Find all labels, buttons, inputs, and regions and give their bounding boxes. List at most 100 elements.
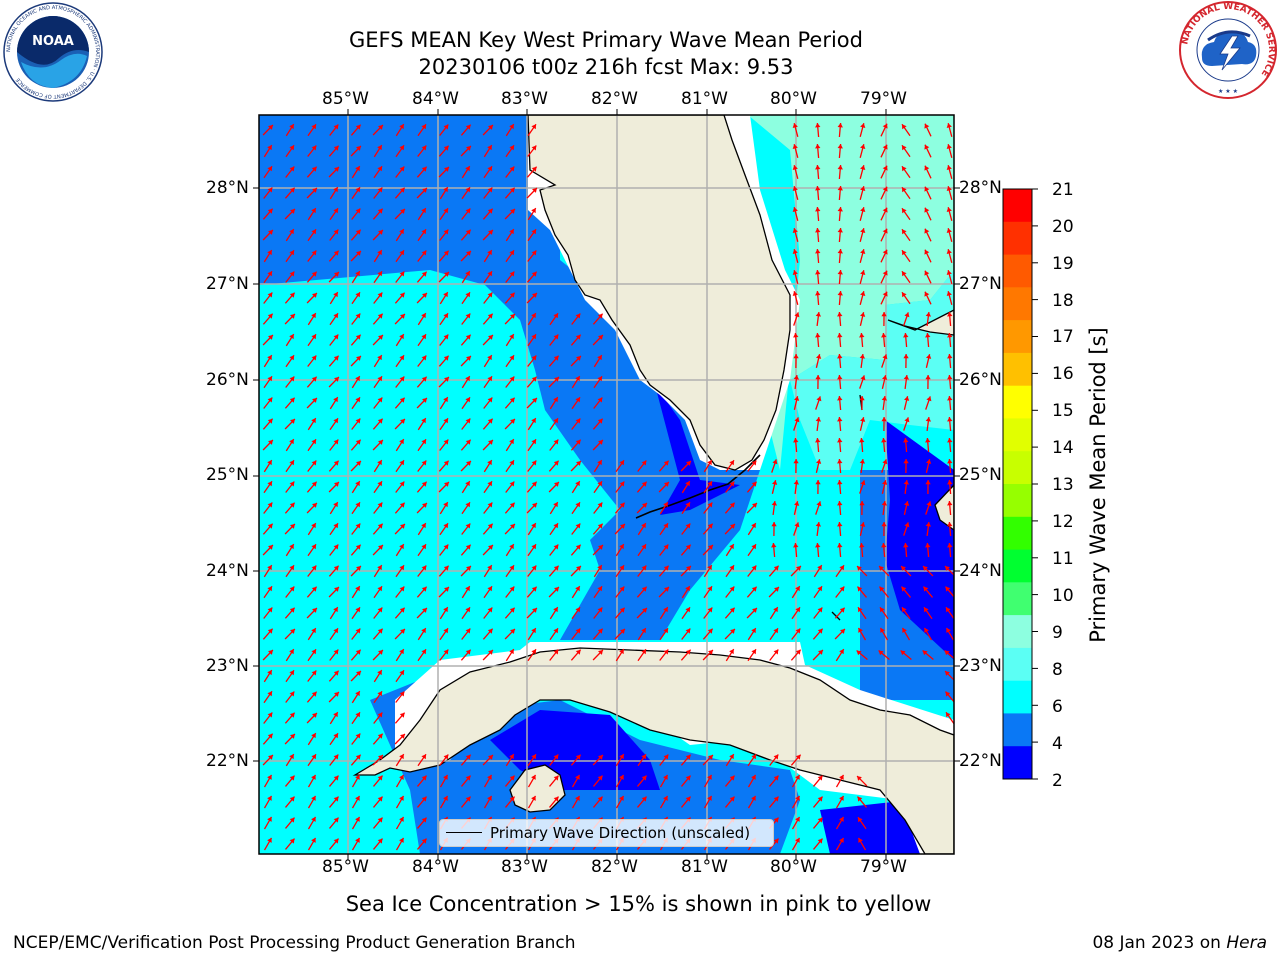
wave-arrow-head xyxy=(289,586,295,592)
wave-arrow-head xyxy=(267,271,272,277)
wave-arrow-head xyxy=(947,375,953,380)
wave-arrow-head xyxy=(531,649,536,655)
wave-arrow-head xyxy=(663,649,669,655)
wave-arrow-head xyxy=(815,312,821,317)
bahamas-island-andros xyxy=(934,484,954,531)
wave-arrow-head xyxy=(311,355,317,361)
wave-arrow-head xyxy=(878,650,884,656)
wave-arrow-head xyxy=(289,145,294,151)
wave-arrow-head xyxy=(378,545,383,550)
wave-arrow-head xyxy=(355,418,361,424)
nws-logo-icon: NATIONAL WEATHER SERVICE ★ ★ ★ xyxy=(1179,1,1277,99)
wave-arrow-head xyxy=(509,187,515,193)
wave-arrow-head xyxy=(355,544,361,550)
wave-arrow-head xyxy=(795,607,800,613)
wave-arrow-head xyxy=(377,145,382,151)
wave-arrow-head xyxy=(311,795,316,801)
wave-arrow-head xyxy=(902,187,907,193)
wave-arrow-head xyxy=(509,754,514,760)
wave-arrow-head xyxy=(901,566,906,571)
wave-arrow-head xyxy=(268,755,273,760)
wave-arrow-head xyxy=(818,650,823,655)
wave-arrow-head xyxy=(399,649,404,655)
wave-arrow-head xyxy=(817,775,823,781)
colorbar-level xyxy=(1003,352,1032,387)
wave-arrow-head xyxy=(903,333,909,338)
wave-arrow-head xyxy=(860,312,866,317)
wave-arrow-head xyxy=(860,480,866,486)
wave-arrow-head xyxy=(946,270,952,275)
wave-arrow-head xyxy=(707,795,712,801)
wave-arrow-head xyxy=(290,524,295,529)
wave-arrow-head xyxy=(356,146,361,151)
wave-arrow-head xyxy=(902,208,907,214)
wave-arrow-head xyxy=(289,292,295,298)
wave-arrow-head xyxy=(817,838,823,844)
wave-arrow-head xyxy=(924,627,929,633)
wave-arrow-head xyxy=(333,187,338,193)
wave-arrow-head xyxy=(333,292,338,298)
wave-arrow-head xyxy=(377,292,383,298)
wave-arrow-head xyxy=(815,522,821,527)
wave-arrow-head xyxy=(399,586,405,592)
wave-arrow-head xyxy=(859,543,865,548)
colorbar xyxy=(1003,188,1038,780)
wave-arrow-head xyxy=(290,734,295,739)
wave-arrow-head xyxy=(443,795,448,801)
colorbar-tick-label: 4 xyxy=(1052,734,1063,754)
wave-arrow-head xyxy=(839,649,844,655)
lat-label-left: 27°N xyxy=(206,274,249,294)
wave-arrow-head xyxy=(597,418,603,424)
colorbar-level xyxy=(1003,451,1032,485)
wave-arrow-head xyxy=(771,501,777,506)
noaa-logo-icon: NATIONAL OCEANIC AND ATMOSPHERIC ADMINIS… xyxy=(3,2,103,102)
wave-arrow-head xyxy=(378,230,383,235)
wave-arrow-head xyxy=(509,775,515,781)
wave-arrow-head xyxy=(509,250,514,256)
wave-arrow-head xyxy=(925,522,931,527)
wave-arrow-head xyxy=(903,543,909,548)
wave-arrow-head xyxy=(947,543,953,548)
wave-arrow-head xyxy=(465,376,470,382)
wave-arrow-head xyxy=(881,417,887,422)
wave-arrow-head xyxy=(641,544,646,550)
wave-arrow-head xyxy=(289,187,295,193)
wave-arrow-head xyxy=(686,566,691,571)
wave-arrow-head xyxy=(947,333,953,338)
wave-arrow-head xyxy=(377,418,383,424)
wave-arrow-head xyxy=(289,439,294,445)
wave-arrow-head xyxy=(946,607,951,613)
wave-arrow-head xyxy=(311,544,316,550)
wave-arrow-head xyxy=(509,271,515,277)
wave-arrow-head xyxy=(858,817,863,823)
wave-arrow-head xyxy=(399,460,404,466)
wave-arrow-head xyxy=(663,523,668,529)
wave-arrow-head xyxy=(903,438,909,443)
wave-arrow-head xyxy=(377,691,382,697)
wave-arrow-head xyxy=(947,312,953,317)
wave-arrow-head xyxy=(421,145,427,151)
wave-arrow-head xyxy=(289,124,294,130)
wave-arrow-head xyxy=(267,774,272,780)
wave-arrow-head xyxy=(882,270,888,276)
wave-arrow-head xyxy=(795,754,801,760)
wave-arrow-head xyxy=(487,795,492,801)
wave-arrow-head xyxy=(443,250,449,256)
wave-arrow-head xyxy=(355,439,361,445)
wave-arrow-head xyxy=(487,355,492,361)
wave-arrow-head xyxy=(619,460,624,466)
wave-arrow-head xyxy=(509,439,514,445)
wave-arrow-head xyxy=(267,523,273,529)
wave-arrow-head xyxy=(509,544,514,550)
wave-arrow-head xyxy=(751,523,756,529)
wave-arrow-head xyxy=(531,355,537,361)
wave-arrow-head xyxy=(333,838,339,844)
wave-arrow-head xyxy=(465,334,471,340)
wave-arrow-head xyxy=(925,312,931,317)
wave-arrow-head xyxy=(903,480,909,485)
wave-arrow-head xyxy=(465,187,470,193)
wave-arrow-head xyxy=(311,649,316,655)
wave-arrow-head xyxy=(488,440,493,445)
wave-arrow-head xyxy=(311,586,317,592)
colorbar-level xyxy=(1003,647,1032,682)
